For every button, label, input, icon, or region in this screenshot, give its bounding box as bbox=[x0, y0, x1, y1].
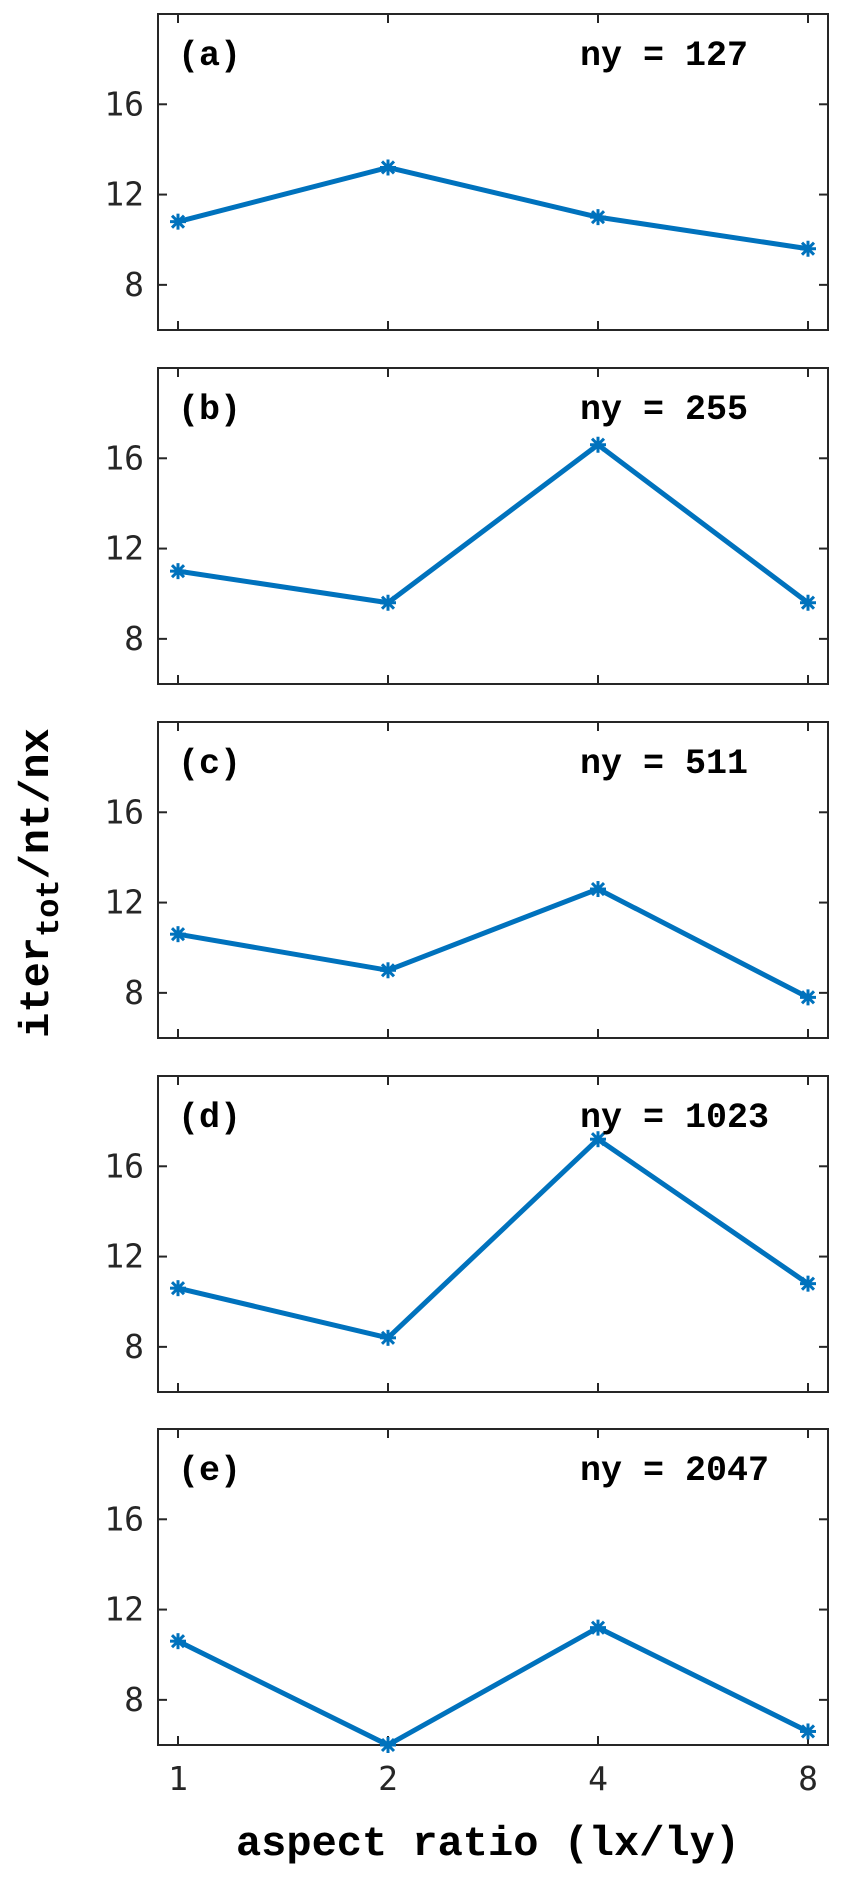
y-tick-label: 8 bbox=[124, 973, 144, 1012]
data-point bbox=[380, 962, 396, 979]
y-tick-label: 8 bbox=[124, 619, 144, 658]
y-tick-label: 16 bbox=[104, 84, 144, 123]
data-point bbox=[590, 1619, 606, 1636]
data-point bbox=[170, 563, 186, 580]
panel-label: (e) bbox=[178, 1451, 241, 1491]
panel-annotation: ny = 127 bbox=[580, 36, 748, 76]
data-point bbox=[590, 436, 606, 453]
x-axis-title: aspect ratio (lx/ly) bbox=[236, 1820, 740, 1868]
data-point bbox=[800, 240, 816, 257]
panel-d: 8 12 16 (d) ny = 1023 bbox=[104, 1075, 829, 1393]
y-tick-label: 16 bbox=[104, 1146, 144, 1185]
series-line bbox=[176, 1625, 810, 1748]
marker-stroke bbox=[380, 160, 396, 175]
series-line bbox=[177, 1136, 810, 1341]
plot-frame bbox=[157, 13, 829, 331]
marker-stroke bbox=[590, 437, 606, 452]
marker-stroke bbox=[380, 595, 396, 610]
data-point bbox=[800, 1275, 816, 1292]
data-point bbox=[380, 1737, 396, 1753]
y-tick-label: 12 bbox=[104, 1237, 144, 1276]
marker-stroke bbox=[590, 210, 606, 225]
panel-a: 8 12 16 (a) ny = 127 bbox=[104, 13, 829, 331]
marker-stroke bbox=[170, 927, 186, 942]
data-point bbox=[590, 881, 606, 898]
marker-stroke bbox=[800, 241, 816, 256]
panel-annotation: ny = 1023 bbox=[580, 1098, 769, 1138]
y-tick-label: 16 bbox=[104, 438, 144, 477]
x-tick-label: 2 bbox=[378, 1759, 398, 1798]
panel-annotation: ny = 255 bbox=[580, 390, 748, 430]
plot-frame bbox=[157, 1428, 829, 1746]
plot-frame bbox=[157, 721, 829, 1039]
y-axis-title-suffix: /nt/nx bbox=[13, 728, 61, 879]
marker-stroke bbox=[590, 1620, 606, 1635]
y-tick-label: 12 bbox=[104, 1590, 144, 1629]
marker-stroke bbox=[590, 1132, 606, 1147]
marker-stroke bbox=[800, 1276, 816, 1291]
panel-label: (b) bbox=[178, 390, 241, 430]
panel-b: 8 12 16 (b) ny = 255 bbox=[104, 367, 829, 685]
series-line bbox=[177, 886, 810, 1000]
x-tick-label: 4 bbox=[588, 1759, 608, 1798]
y-tick-label: 8 bbox=[124, 265, 144, 304]
marker-stroke bbox=[170, 564, 186, 579]
y-axis-title: itertot/nt/nx bbox=[13, 728, 68, 1038]
data-point bbox=[800, 989, 816, 1006]
data-point bbox=[170, 1633, 186, 1650]
data-point bbox=[380, 1329, 396, 1346]
marker-stroke bbox=[170, 1281, 186, 1296]
marker-stroke bbox=[590, 881, 606, 897]
panel-label: (d) bbox=[178, 1098, 241, 1138]
marker-stroke bbox=[800, 990, 816, 1005]
panel-annotation: ny = 2047 bbox=[580, 1451, 769, 1491]
y-axis-title-subscript: tot bbox=[31, 879, 68, 937]
panel-c: 8 12 16 (c) ny = 511 bbox=[104, 721, 829, 1039]
marker-stroke bbox=[380, 1330, 396, 1345]
data-point bbox=[800, 594, 816, 611]
y-tick-label: 16 bbox=[104, 792, 144, 831]
panel-annotation: ny = 511 bbox=[580, 744, 748, 784]
data-point bbox=[170, 213, 186, 230]
panel-label: (c) bbox=[178, 744, 241, 784]
marker-stroke bbox=[380, 963, 396, 978]
data-point bbox=[590, 209, 606, 226]
y-tick-label: 8 bbox=[124, 1327, 144, 1366]
data-point bbox=[170, 926, 186, 943]
x-tick-label: 1 bbox=[168, 1759, 188, 1798]
marker-stroke bbox=[800, 595, 816, 610]
data-point bbox=[590, 1131, 606, 1148]
marker-stroke bbox=[800, 1724, 816, 1739]
marker-stroke bbox=[380, 1737, 396, 1753]
series-line bbox=[177, 164, 809, 252]
plot-frame bbox=[157, 367, 829, 685]
plot-frame bbox=[157, 1075, 829, 1393]
marker-stroke bbox=[170, 214, 186, 229]
data-point bbox=[800, 1723, 816, 1740]
data-point bbox=[380, 594, 396, 611]
x-tick-label: 8 bbox=[798, 1759, 818, 1798]
panel-label: (a) bbox=[178, 36, 241, 76]
series-line bbox=[177, 442, 810, 606]
marker-stroke bbox=[170, 1634, 186, 1649]
y-tick-label: 12 bbox=[104, 529, 144, 568]
y-tick-label: 8 bbox=[124, 1680, 144, 1719]
y-tick-label: 16 bbox=[104, 1499, 144, 1538]
data-point bbox=[380, 159, 396, 176]
y-tick-label: 12 bbox=[104, 883, 144, 922]
data-point bbox=[170, 1280, 186, 1297]
y-axis-title-base: iter bbox=[13, 937, 61, 1038]
y-tick-label: 12 bbox=[104, 175, 144, 214]
